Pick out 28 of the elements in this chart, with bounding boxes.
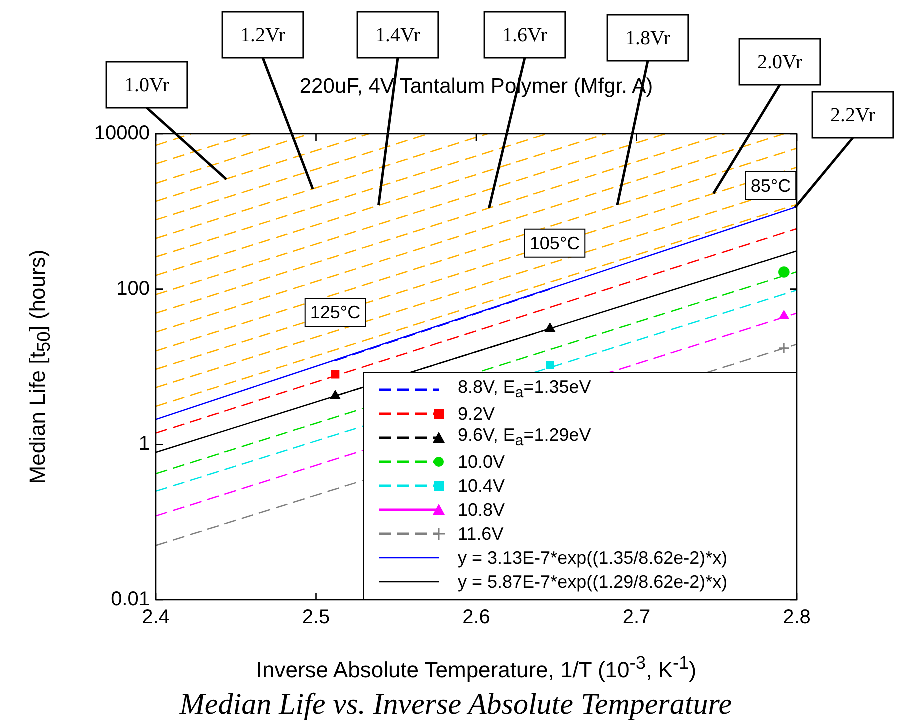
legend-label: y = 3.13E-7*exp((1.35/8.62e-2)*x) [458, 548, 728, 568]
legend-label: 9.2V [458, 404, 496, 424]
x-tick-label: 2.7 [622, 606, 651, 629]
legend-label: 10.0V [458, 452, 506, 472]
annotation: 2.0Vr [758, 51, 803, 74]
annotation: 1.6Vr [502, 24, 548, 46]
y-tick-label: 1 [138, 433, 150, 456]
text: Median Life vs. Inverse Absolute Temperature [180, 688, 732, 722]
legend-label: 10.8V [458, 500, 506, 520]
legend-label: 10.4V [458, 476, 506, 496]
x-tick-label: 2.6 [462, 606, 490, 629]
legend-label: 11.6V [458, 524, 504, 544]
x-axis-title: Inverse Absolute Temperature, 1/T (10$^{-3}$, K$^{-1}$) [256, 652, 697, 684]
annotation: 105°C [530, 233, 580, 254]
annotation: 2.2Vr [830, 104, 876, 126]
legend-label: 8.8V, E$_{a}$=1.35eV [458, 376, 592, 404]
annotation: 1.8Vr [626, 27, 671, 50]
y-tick-label: 100 [116, 278, 150, 300]
annotation: 1.4Vr [376, 24, 421, 46]
x-tick-label: 2.8 [783, 606, 811, 629]
annotation: 1.2Vr [240, 24, 286, 46]
annotation: 1.0Vr [124, 74, 170, 96]
annotation: 85°C [750, 176, 792, 196]
legend-label: 9.6V, E$_{a}$=1.29eV [458, 424, 592, 452]
x-tick-label: 2.5 [302, 606, 330, 629]
legend-label: y = 5.87E-7*exp((1.29/8.62e-2)*x) [458, 572, 728, 592]
y-tick-label: 10000 [94, 122, 150, 145]
annotation: 125°C [310, 302, 361, 323]
